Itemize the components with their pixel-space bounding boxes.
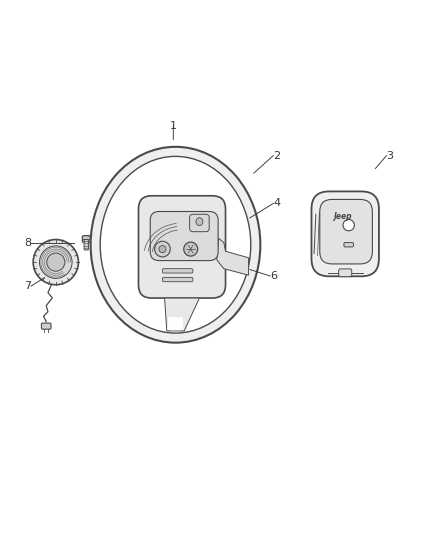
Text: 3: 3 <box>387 150 394 160</box>
Polygon shape <box>217 238 249 275</box>
Ellipse shape <box>184 242 198 256</box>
Text: 4: 4 <box>273 198 280 208</box>
Ellipse shape <box>100 156 251 333</box>
FancyBboxPatch shape <box>138 196 226 298</box>
Text: 2: 2 <box>273 150 280 160</box>
Text: 7: 7 <box>24 281 31 291</box>
FancyBboxPatch shape <box>84 239 88 250</box>
FancyBboxPatch shape <box>162 277 193 282</box>
Ellipse shape <box>343 220 354 231</box>
FancyBboxPatch shape <box>344 243 353 247</box>
FancyBboxPatch shape <box>190 214 209 232</box>
Ellipse shape <box>196 218 203 225</box>
FancyBboxPatch shape <box>162 269 193 273</box>
Text: Jeep: Jeep <box>334 212 352 221</box>
Text: 6: 6 <box>270 271 277 281</box>
Wedge shape <box>168 318 183 329</box>
FancyBboxPatch shape <box>42 323 51 329</box>
Text: 1: 1 <box>170 122 177 131</box>
FancyBboxPatch shape <box>339 269 352 277</box>
FancyBboxPatch shape <box>82 236 90 243</box>
Ellipse shape <box>39 246 72 278</box>
FancyBboxPatch shape <box>311 191 379 276</box>
FancyBboxPatch shape <box>150 212 218 261</box>
Ellipse shape <box>159 246 166 253</box>
FancyBboxPatch shape <box>320 199 372 264</box>
Ellipse shape <box>155 241 170 257</box>
Text: 8: 8 <box>24 238 31 248</box>
Polygon shape <box>165 298 199 331</box>
Ellipse shape <box>47 253 65 271</box>
Ellipse shape <box>91 147 260 343</box>
Ellipse shape <box>33 239 78 285</box>
